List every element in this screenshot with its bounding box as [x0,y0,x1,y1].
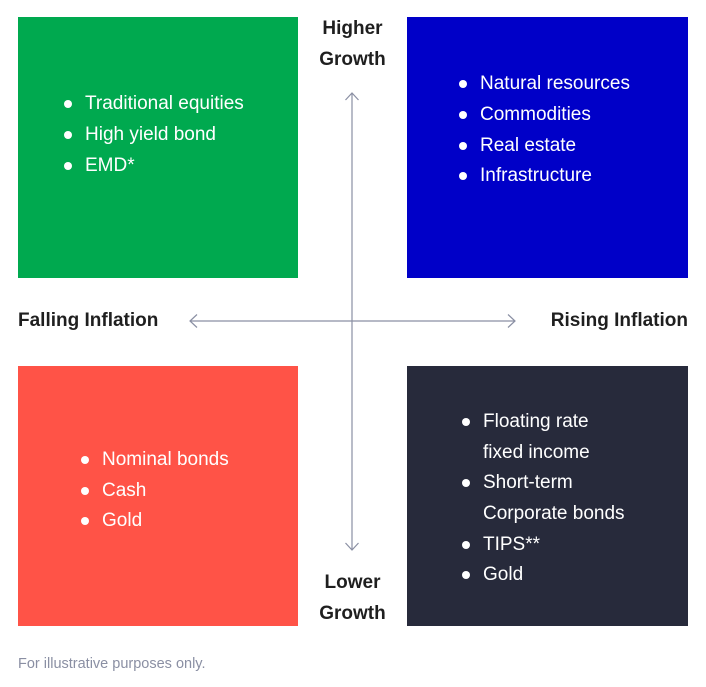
falling-inflation-label: Falling Inflation [18,310,159,331]
asset-list: Natural resources Commodities Real estat… [459,69,630,192]
list-item: Gold [81,506,229,537]
list-item: Natural resources [459,69,630,100]
asset-list: Traditional equities High yield bond EMD… [64,89,244,181]
higher-growth-label-line2: Growth [319,49,386,70]
list-item: Infrastructure [459,161,630,192]
list-item: Commodities [459,100,630,131]
list-item: Cash [81,476,229,507]
list-item: EMD* [64,151,244,182]
list-item: Nominal bonds [81,445,229,476]
list-item: Real estate [459,131,630,162]
higher-growth-label-line1: Higher [322,18,383,39]
list-item: Traditional equities [64,89,244,120]
asset-list: Nominal bonds Cash Gold [81,445,229,537]
lower-growth-label-line2: Growth [319,603,386,624]
arrow-down-head [345,542,359,551]
quadrant-lower-growth-falling-inflation: Nominal bonds Cash Gold [18,366,298,626]
quadrant-lower-growth-rising-inflation: Floating rate fixed income Short-term Co… [407,366,688,626]
arrow-left-head [189,314,198,328]
quadrant-higher-growth-falling-inflation: Traditional equities High yield bond EMD… [18,17,298,278]
rising-inflation-label: Rising Inflation [550,310,688,331]
quadrant-higher-growth-rising-inflation: Natural resources Commodities Real estat… [407,17,688,278]
list-item: Short-term [462,468,625,499]
list-item: TIPS** [462,530,625,561]
lower-growth-label-line1: Lower [324,572,381,593]
list-item: High yield bond [64,120,244,151]
arrow-up-head [345,92,359,101]
higher-growth-label: Higher Growth [298,13,407,75]
asset-list: Floating rate fixed income Short-term Co… [462,407,625,591]
list-item: Gold [462,560,625,591]
footnote: For illustrative purposes only. [18,656,206,672]
arrow-right-head [507,314,516,328]
list-item-continuation: Corporate bonds [483,503,625,524]
list-item: Floating rate [462,407,625,438]
list-item-continuation: fixed income [483,441,590,463]
lower-growth-label: Lower Growth [298,567,407,629]
